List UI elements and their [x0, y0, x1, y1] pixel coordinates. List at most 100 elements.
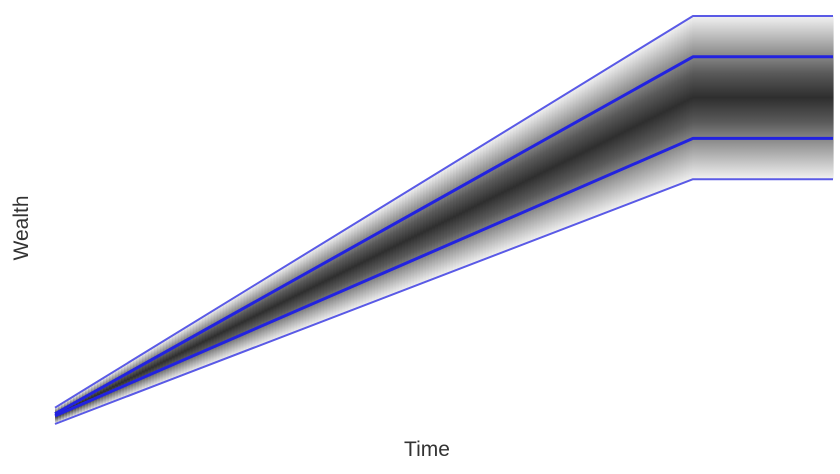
band-strip	[473, 149, 478, 263]
band-strip	[384, 204, 388, 298]
band-strip	[102, 377, 107, 406]
band-strip	[228, 300, 233, 357]
band-strip	[653, 39, 658, 194]
band-strip	[788, 16, 792, 180]
band-strip	[623, 57, 628, 206]
band-strip	[629, 54, 634, 203]
band-strip	[578, 85, 583, 223]
band-strip	[321, 243, 325, 322]
band-strip	[429, 177, 433, 280]
band-strip	[276, 270, 281, 339]
band-strip	[563, 94, 568, 229]
band-strip	[542, 107, 547, 237]
band-strip	[728, 16, 732, 180]
band-strip	[414, 186, 418, 286]
band-strip	[108, 373, 113, 403]
band-strip	[261, 280, 266, 345]
band-strip	[264, 278, 269, 344]
band-strip	[500, 133, 505, 253]
outer-boundary-line	[54, 178, 833, 425]
band-strip	[821, 16, 825, 180]
band-strip	[584, 81, 589, 221]
band-strip	[438, 171, 442, 277]
band-strip	[677, 24, 681, 185]
band-strip	[680, 22, 684, 184]
band-strip	[294, 259, 298, 332]
band-strip	[273, 272, 278, 340]
band-strip	[252, 285, 257, 348]
band-strip	[147, 349, 152, 388]
band-strip	[189, 324, 194, 372]
band-strip	[635, 50, 640, 201]
band-strip	[479, 145, 484, 261]
band-strip	[581, 83, 586, 222]
band-strip	[198, 318, 203, 369]
band-strip	[467, 153, 472, 265]
band-strip	[569, 90, 574, 226]
fan-band-layer	[55, 16, 834, 424]
band-strip	[444, 167, 448, 275]
band-strip	[195, 320, 200, 370]
band-strip	[815, 16, 819, 180]
band-strip	[363, 217, 367, 306]
band-strip	[674, 26, 678, 186]
band-strip	[231, 298, 236, 356]
band-strip	[255, 283, 260, 347]
band-strip	[153, 346, 158, 386]
band-strip	[506, 129, 511, 251]
inner-series-line	[54, 136, 833, 418]
band-strip	[138, 355, 143, 392]
band-strip	[650, 41, 655, 195]
band-strip	[740, 16, 744, 180]
band-strip	[213, 309, 218, 363]
band-strip	[267, 276, 272, 342]
band-strip	[719, 16, 723, 180]
band-strip	[150, 347, 155, 387]
band-strip	[243, 291, 248, 352]
outer-boundary-line	[54, 15, 833, 409]
band-strip	[183, 327, 188, 375]
band-strip	[306, 252, 310, 327]
band-strip	[638, 48, 643, 200]
band-strip	[441, 169, 445, 276]
band-strip	[417, 184, 421, 285]
band-strip	[722, 16, 726, 180]
band-strip	[132, 359, 137, 394]
band-strip	[381, 206, 385, 299]
band-strip	[396, 197, 400, 293]
band-strip	[461, 156, 466, 268]
band-strip	[309, 250, 313, 326]
band-strip	[710, 16, 714, 180]
band-strip	[348, 226, 352, 311]
band-strip	[770, 16, 774, 180]
series-lines-layer	[54, 15, 833, 425]
band-strip	[527, 116, 532, 243]
band-strip	[530, 114, 535, 241]
band-strip	[590, 77, 595, 218]
band-strip	[144, 351, 149, 389]
band-strip	[435, 173, 439, 278]
band-strip	[249, 287, 254, 349]
band-strip	[482, 144, 487, 260]
band-strip	[210, 311, 215, 364]
band-strip	[608, 66, 613, 212]
band-strip	[803, 16, 807, 180]
band-strip	[357, 221, 361, 308]
band-strip	[201, 316, 206, 368]
band-strip	[192, 322, 197, 371]
band-strip	[806, 16, 810, 180]
band-strip	[426, 178, 430, 282]
band-strip	[408, 189, 412, 288]
band-strip	[620, 59, 625, 207]
band-strip	[446, 166, 451, 274]
band-strip	[668, 30, 673, 189]
band-strip	[174, 333, 179, 378]
band-strip	[470, 151, 475, 264]
band-strip	[503, 131, 508, 252]
band-strip	[773, 16, 777, 180]
band-strip	[117, 368, 122, 400]
band-strip	[411, 188, 415, 287]
band-strip	[114, 370, 119, 401]
band-strip	[312, 248, 316, 325]
band-strip	[162, 340, 167, 383]
